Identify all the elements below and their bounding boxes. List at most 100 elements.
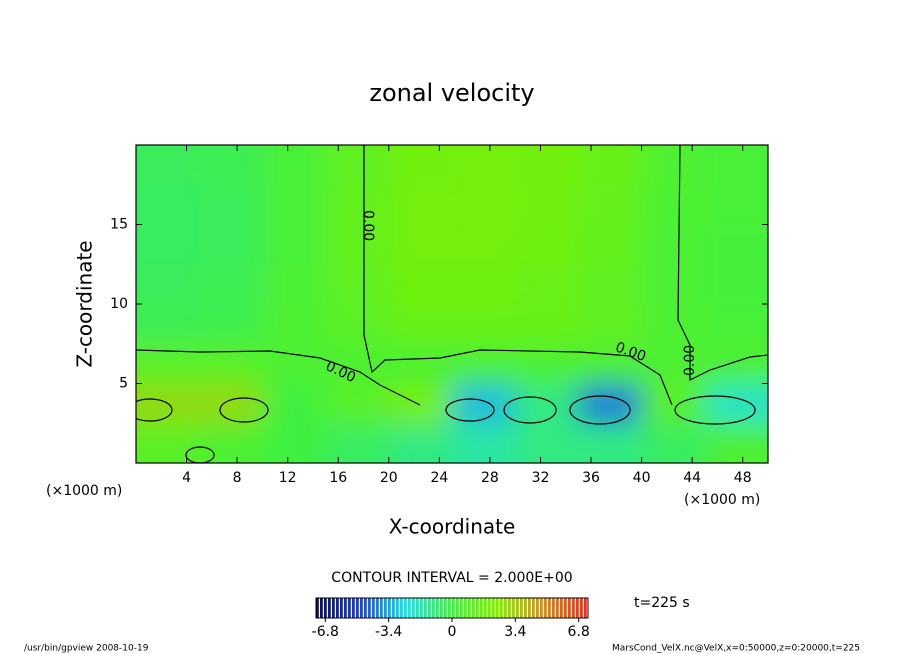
field-cell xyxy=(262,423,327,463)
colorbar-cell xyxy=(384,598,387,618)
field-cell xyxy=(136,304,200,345)
colorbar-cell xyxy=(364,598,367,618)
field-cell xyxy=(262,224,327,265)
field-cell xyxy=(452,145,516,186)
field-cell xyxy=(325,264,390,305)
contour-line xyxy=(185,446,215,463)
colorbar-cell xyxy=(336,598,339,618)
field-cell xyxy=(388,264,453,305)
field-cell xyxy=(262,264,327,305)
field-cell xyxy=(136,224,200,265)
field-cell xyxy=(262,343,327,384)
contour-line xyxy=(219,397,269,423)
field-cell xyxy=(199,145,263,186)
field-cell xyxy=(641,264,706,305)
colorbar-cell xyxy=(512,598,515,618)
field-cell xyxy=(578,423,643,463)
field-cell xyxy=(641,304,706,345)
field-cell xyxy=(262,304,327,345)
colorbar-cell xyxy=(520,598,523,618)
colorbar-cell xyxy=(444,598,447,618)
colorbar-cell xyxy=(352,598,355,618)
field-cell xyxy=(515,383,579,424)
colorbar-cell xyxy=(584,598,587,618)
field-cell xyxy=(515,145,579,186)
field-cell xyxy=(452,383,516,424)
field-cell xyxy=(515,423,579,463)
colorbar-cell xyxy=(528,598,531,618)
field-cell xyxy=(136,423,200,463)
colorbar-tick-label: 6.8 xyxy=(568,624,590,640)
colorbar-cell xyxy=(376,598,379,618)
x-tick-label: 32 xyxy=(532,470,550,486)
colorbar-cell xyxy=(560,598,563,618)
field-cell xyxy=(452,423,516,463)
contour-interval: CONTOUR INTERVAL = 2.000E+00 xyxy=(331,570,572,586)
field-cell xyxy=(325,304,390,345)
colorbar-cell xyxy=(344,598,347,618)
field-cell xyxy=(641,184,706,225)
colorbar-cell xyxy=(476,598,479,618)
colorbar-cell xyxy=(372,598,375,618)
field-cell xyxy=(578,145,643,186)
field-cell xyxy=(515,184,579,225)
colorbar-cell xyxy=(388,598,391,618)
colorbar-cell xyxy=(484,598,487,618)
field-cell xyxy=(388,383,453,424)
y-tick-label: 5 xyxy=(119,376,128,392)
field-cell xyxy=(199,343,263,384)
colorbar-cell xyxy=(436,598,439,618)
contour-line xyxy=(363,145,673,406)
field-cell xyxy=(325,184,390,225)
colorbar-cell xyxy=(532,598,535,618)
colorbar-cell xyxy=(328,598,331,618)
field-cell xyxy=(325,383,390,424)
colorbar-cell xyxy=(396,598,399,618)
field-cell xyxy=(325,224,390,265)
colorbar-cell xyxy=(424,598,427,618)
field-cell xyxy=(388,145,453,186)
colorbar-cell xyxy=(472,598,475,618)
contour-label: 0.00 xyxy=(360,210,376,241)
field-cell xyxy=(704,423,768,463)
field-cell xyxy=(388,184,453,225)
x-tick-label: 44 xyxy=(683,470,701,486)
colorbar-cell xyxy=(356,598,359,618)
footer-right: MarsCond_VelX.nc@VelX,x=0:50000,z=0:2000… xyxy=(612,644,860,654)
colorbar-cell xyxy=(316,598,319,618)
field-cell xyxy=(578,343,643,384)
x-tick-label: 4 xyxy=(182,470,191,486)
colorbar-cell xyxy=(556,598,559,618)
colorbar-cell xyxy=(440,598,443,618)
colorbar-tick-label: -3.4 xyxy=(375,624,402,640)
field-cell xyxy=(388,343,453,384)
field-cell xyxy=(136,383,200,424)
field-cell xyxy=(704,224,768,265)
contour-lines xyxy=(136,145,768,463)
colorbar-cell xyxy=(540,598,543,618)
field-cell xyxy=(515,264,579,305)
colorbar-cell xyxy=(400,598,403,618)
contour-line xyxy=(677,145,768,381)
colorbar-tick-label: 0 xyxy=(448,624,457,640)
field-cell xyxy=(199,304,263,345)
field-cell xyxy=(388,423,453,463)
field-cell xyxy=(641,224,706,265)
x-axis-label: X-coordinate xyxy=(389,515,516,539)
field-cell xyxy=(199,423,263,463)
colorbar-cell xyxy=(572,598,575,618)
field-cell xyxy=(136,184,200,225)
colorbar-cell xyxy=(420,598,423,618)
field-cell xyxy=(199,264,263,305)
field-cell xyxy=(641,145,706,186)
colorbar-cell xyxy=(348,598,351,618)
colorbar-cell xyxy=(324,598,327,618)
field-cell xyxy=(262,184,327,225)
footer-left: /usr/bin/gpview 2008-10-19 xyxy=(24,644,149,654)
colorbar-cell xyxy=(428,598,431,618)
field-cell xyxy=(641,423,706,463)
x-tick-label: 48 xyxy=(734,470,752,486)
time-label: t=225 s xyxy=(634,595,690,611)
colorbar-cell xyxy=(416,598,419,618)
